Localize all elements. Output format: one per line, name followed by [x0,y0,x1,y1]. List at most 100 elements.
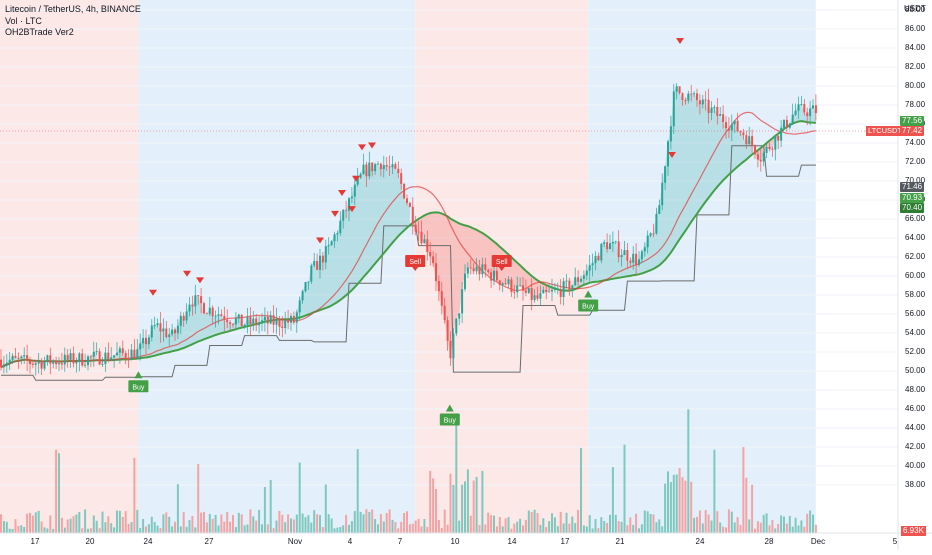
volume-bar [203,511,205,533]
volume-bar [524,519,527,533]
volume-bar [295,514,298,533]
candle-body [638,259,640,265]
candle-body [339,220,342,234]
candle-body [92,351,95,357]
volume-bar [217,525,220,533]
symbol-title[interactable]: Litecoin / TetherUS, 4h, BINANCE [5,4,141,14]
candle-body [78,353,81,362]
volume-bar [200,512,203,533]
volume-bar [574,523,577,533]
time-tick-label: 17 [560,537,570,546]
price-tick-label: 54.00 [905,328,926,337]
candle-body [495,270,498,281]
volume-bar [290,518,292,533]
volume-bar [577,509,580,533]
candle-body [81,353,84,366]
price-tick-label: 52.00 [905,347,926,356]
candle-body [603,242,606,245]
price-tick-label: 84.00 [905,43,926,52]
volume-legend[interactable]: Vol · LTC [5,15,42,26]
candle-body [37,361,40,364]
candle-body [107,352,110,360]
candle-body [800,104,803,105]
volume-bar [785,523,788,533]
candle-body [533,295,536,301]
candle-body [548,291,551,293]
candle-body [571,285,574,291]
candle-body [649,233,652,236]
volume-bar [716,511,719,533]
candle-body [388,166,391,168]
candle-body [565,280,568,282]
volume-bar [362,514,365,533]
volume-bar [5,521,8,533]
volume-bar [147,524,150,533]
candle-body [240,314,243,327]
candle-body [197,295,200,297]
candle-body [696,93,698,101]
candle-body [780,127,783,141]
candle-body [205,313,208,315]
volume-bar [658,519,661,533]
candle-body [5,362,8,365]
volume-bar [281,514,284,533]
sell-warning-icon [331,210,339,217]
candle-body [759,159,762,162]
candle-body [594,255,597,264]
candle-body [330,241,333,246]
candle-body [17,357,20,359]
indicator-legend[interactable]: OH2BTrade Ver2 [5,27,74,37]
candle-body [626,250,629,261]
volume-bar [713,449,716,533]
volume-bar [536,513,539,533]
volume-bar [667,471,669,533]
sell-warning-icon [338,190,346,196]
candle-body [374,164,377,172]
candle-body [667,141,669,167]
candle-body [400,172,403,184]
volume-bar [89,528,92,533]
volume-bar [208,513,211,533]
candle-body [150,325,153,338]
volume-bar [232,514,234,533]
candle-body [52,360,55,364]
volume-bar [191,516,194,533]
price-tick-label: 42.00 [905,442,926,451]
candle-body [539,293,542,299]
volume-bar [580,447,582,533]
candle-body [261,320,263,323]
price-tag-upper-green: 77.56 [900,116,925,126]
volume-bar [261,524,263,533]
candle-body [727,128,730,131]
candle-body [348,198,350,211]
candle-body [147,337,150,345]
volume-bar [501,526,504,533]
price-tick-label: 78.00 [905,100,926,109]
candle-body [588,265,591,271]
candle-body [542,290,545,294]
volume-bar [435,488,437,533]
candle-body [124,353,127,358]
candle-body [472,268,475,272]
volume-bar [548,521,551,533]
candle-body [298,300,301,313]
volume-bar [336,527,339,533]
candle-body [449,340,452,359]
candle-body [524,290,527,293]
candle-body [368,162,371,177]
candle-body [597,255,600,261]
candle-body [98,351,101,365]
candle-body [263,316,266,321]
volume-bar [594,519,597,533]
volume-bar [136,509,139,533]
currency-label[interactable]: USDT [904,4,926,13]
volume-bar [736,517,739,533]
volume-bar [298,462,301,533]
candle-body [788,123,791,128]
candle-body [350,196,353,199]
candle-body [272,315,275,325]
volume-bar [150,516,153,533]
candle-body [768,146,771,149]
